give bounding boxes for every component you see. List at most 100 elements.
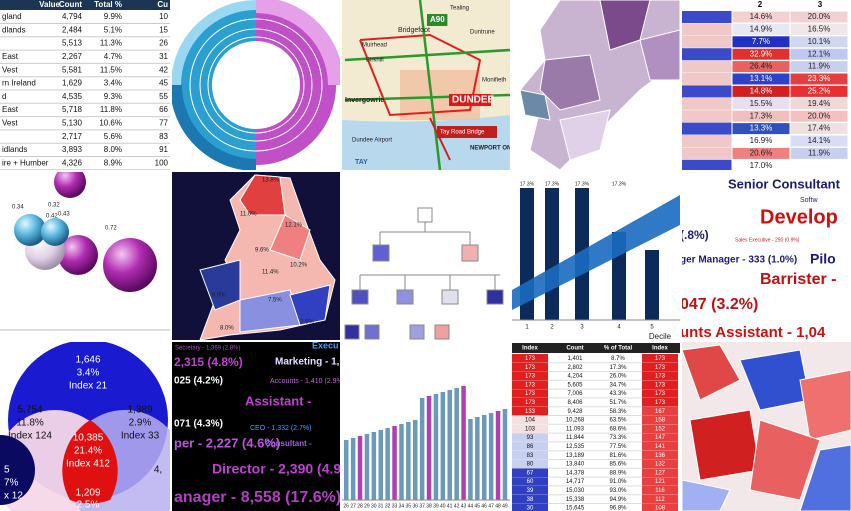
- label: 91: [159, 145, 168, 154]
- label: 13.8%: [262, 178, 280, 184]
- label: Tay Road Bridge: [440, 130, 485, 136]
- label: 11.9%: [808, 149, 830, 158]
- label: unts Assistant - 1,04: [680, 324, 826, 341]
- label: 15,645: [566, 506, 585, 511]
- label: 38: [527, 497, 534, 503]
- label: 14,378: [566, 470, 585, 476]
- label: 10.2%: [290, 263, 308, 269]
- red-blue-map: [682, 344, 851, 511]
- label: 81.6%: [609, 453, 627, 459]
- bar-decoration: [406, 422, 411, 500]
- label: 42: [159, 65, 168, 74]
- label: 20.6%: [750, 149, 773, 158]
- label: 86: [527, 444, 534, 450]
- label: ire + Humber: [2, 158, 49, 167]
- cell: [642, 389, 678, 398]
- label: 44: [468, 503, 474, 509]
- label: 10.1%: [808, 37, 831, 46]
- label: 11.0%: [240, 212, 257, 218]
- bar-decoration: [385, 428, 390, 500]
- label: Softw: [800, 197, 818, 204]
- label: 9.9%: [104, 12, 122, 21]
- cell: [512, 442, 548, 451]
- label: 071 (4.3%): [174, 419, 223, 430]
- cell: [642, 371, 678, 381]
- label: 9.3%: [104, 92, 122, 101]
- label: 43.3%: [609, 391, 627, 397]
- label: 0.43: [58, 212, 70, 218]
- label: 36: [412, 503, 418, 509]
- label: 8,406: [567, 400, 583, 406]
- label: 2: [550, 325, 554, 331]
- label: 147: [655, 435, 666, 441]
- cell: [682, 147, 732, 160]
- label: 5.6%: [104, 132, 122, 141]
- label: 37: [419, 503, 425, 509]
- label: 68.6%: [609, 426, 627, 432]
- label: 94.9%: [609, 497, 627, 503]
- label: 1,401: [567, 356, 583, 362]
- cell: [512, 371, 548, 381]
- label: 60: [527, 479, 534, 485]
- label: 167: [655, 409, 666, 415]
- label: ger Manager - 333 (1.0%): [680, 255, 797, 266]
- label: Count: [566, 346, 583, 352]
- label: 34: [399, 503, 405, 509]
- label: 21.4%: [74, 446, 102, 457]
- label: 11.5%: [100, 65, 122, 74]
- label: 66: [159, 105, 168, 114]
- bar-decoration: [344, 440, 349, 500]
- tile-text: 0.34 0.32 0.430.42 0.72: [12, 203, 117, 232]
- label: 173: [525, 382, 536, 388]
- label: 34.7%: [609, 382, 627, 388]
- label: 10: [159, 12, 168, 21]
- label: 35: [406, 503, 412, 509]
- label: 93.0%: [609, 488, 627, 494]
- label: 10.6%: [99, 119, 122, 128]
- bar-decoration: [413, 420, 418, 500]
- cell: [512, 477, 548, 486]
- label: Dundee Airport: [352, 138, 392, 144]
- label: 173: [655, 365, 666, 371]
- label: A90: [430, 15, 445, 24]
- label: Barrister -: [760, 271, 836, 288]
- label: 7.7%: [752, 37, 770, 46]
- label: 17.4%: [808, 124, 831, 133]
- label: 2.9%: [129, 418, 152, 429]
- cell: [512, 415, 548, 425]
- label: 88.9%: [609, 470, 627, 476]
- table-header: [682, 0, 851, 10]
- cell: [642, 424, 678, 433]
- label: 16.9%: [750, 136, 773, 145]
- label: Muirhead: [362, 43, 387, 49]
- label: 26.0%: [609, 374, 627, 380]
- label: 4,794: [62, 12, 83, 21]
- cell: [789, 159, 849, 170]
- label: 32.9%: [750, 49, 773, 58]
- label: 15.5%: [750, 99, 773, 108]
- bar-decoration: [482, 415, 487, 500]
- label: Tealing: [450, 6, 469, 12]
- label: 14,717: [566, 479, 585, 485]
- label-box: [437, 126, 497, 138]
- label: 173: [655, 382, 666, 388]
- tile-text: Secretary - 1,369 (2.8%) Execu 2,315 (4.8%…: [174, 342, 340, 506]
- label: 5,581: [62, 65, 83, 74]
- tile-text: A90 DUNDEE Tay Road Bridge Dundee Airport NE…: [345, 6, 510, 166]
- label: Vest: [2, 65, 18, 74]
- label: 11.8%: [16, 418, 44, 429]
- cell: [682, 11, 732, 23]
- cell: [682, 85, 732, 98]
- label: 121: [655, 479, 666, 485]
- bar-decoration: [468, 419, 473, 500]
- cell: [682, 23, 732, 36]
- label: 23.3%: [808, 74, 831, 83]
- label: Count: [59, 0, 82, 9]
- label: 14.9%: [750, 25, 773, 34]
- label: Secretary - 1,369 (2.8%): [175, 346, 240, 352]
- label: 11.9%: [808, 62, 830, 71]
- label: 15,030: [566, 488, 585, 494]
- label: 11.3%: [100, 39, 122, 48]
- bar-decoration: [440, 392, 446, 500]
